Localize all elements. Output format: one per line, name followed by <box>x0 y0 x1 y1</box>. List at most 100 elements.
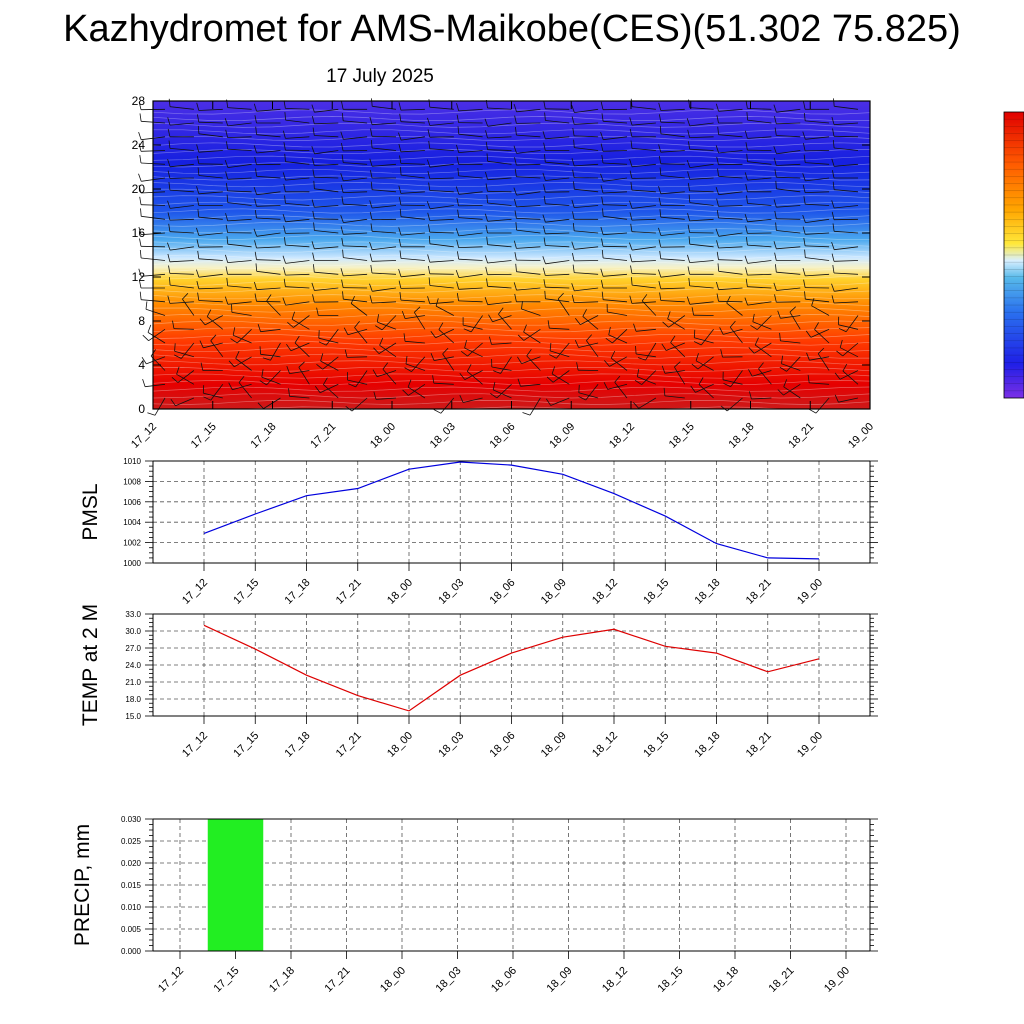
wind-barb-flag <box>630 182 633 191</box>
wind-barb-flag <box>399 208 402 217</box>
chart-title: Kazhydromet for AMS-Maikobe(CES)(51.302 … <box>63 8 961 50</box>
wind-barb-staff <box>440 397 455 414</box>
wind-barb-flag <box>746 237 748 246</box>
wind-barb-flag <box>316 363 323 370</box>
wind-barb-flag <box>282 130 286 139</box>
wind-barb-staff <box>411 356 426 372</box>
wind-barb-staff <box>376 370 397 378</box>
wind-barb-flag <box>168 265 171 274</box>
wind-barb-staff <box>400 121 425 124</box>
wind-barb-flag <box>658 197 662 206</box>
wind-barb-staff <box>752 321 772 330</box>
wind-barb-flag <box>572 222 575 231</box>
wind-barb-staff <box>198 108 223 111</box>
wind-barb-flag <box>379 337 384 346</box>
contour-line <box>152 142 871 148</box>
wind-barb-flag <box>629 253 633 262</box>
wind-barb-flag <box>716 115 719 124</box>
wind-barb-flag <box>834 372 841 380</box>
wind-barb-staff <box>754 344 772 358</box>
x-tick-label: 18_00 <box>385 730 415 760</box>
wind-barb-staff <box>660 232 685 236</box>
wind-barb-flag <box>514 293 517 302</box>
wind-barb-flag <box>695 353 699 361</box>
wind-barb-staff <box>670 342 686 358</box>
wind-barb-flag <box>811 298 815 306</box>
wind-barb-staff <box>842 370 859 385</box>
wind-barb-flag <box>225 182 228 191</box>
wind-barb-flag <box>631 277 633 286</box>
wind-barb-flag <box>456 103 460 112</box>
wind-barb-flag <box>457 126 460 135</box>
wind-barb-staff <box>805 245 830 248</box>
wind-barb-staff <box>574 188 599 193</box>
wind-barb-flag <box>145 301 148 310</box>
wind-barb-staff <box>516 271 541 275</box>
wind-barb-flag <box>311 282 315 291</box>
wind-barb-staff <box>169 301 194 304</box>
wind-barb-staff <box>603 273 628 277</box>
wind-barb-flag <box>514 252 517 261</box>
precip-y-axis-label: PRECIP, mm <box>71 824 94 946</box>
wind-barb-flag <box>341 143 344 151</box>
wind-barb-flag <box>831 253 835 262</box>
wind-barb-flag <box>311 157 315 166</box>
wind-barb-flag <box>544 154 546 163</box>
wind-barb-flag <box>831 241 835 250</box>
wind-barb-flag <box>172 320 175 329</box>
x-tick-label: 17_12 <box>156 965 186 995</box>
wind-barb-staff <box>371 135 397 138</box>
wind-barb-flag <box>196 239 200 248</box>
pmsl-series-line <box>203 461 820 560</box>
wind-barb-flag <box>224 118 229 127</box>
wind-barb-staff <box>689 122 714 127</box>
x-tick-label: 18_03 <box>436 730 466 760</box>
wind-barb-flag <box>282 213 286 222</box>
wind-barb-staff <box>516 150 541 154</box>
wind-barb-staff <box>549 327 570 330</box>
wind-barb-staff <box>487 285 512 289</box>
wind-barb-flag <box>266 294 272 302</box>
wind-barb-flag <box>225 254 229 263</box>
wind-barb-flag <box>600 101 604 110</box>
x-tick-label: 18_09 <box>539 730 569 760</box>
wind-barb-staff <box>177 370 195 383</box>
section-x-tick-label: 18_18 <box>727 421 757 451</box>
wind-barb-flag <box>138 185 142 194</box>
wind-barb-staff <box>689 107 714 110</box>
wind-barb-flag <box>691 363 699 370</box>
wind-barb-staff <box>758 368 772 385</box>
wind-barb-staff <box>578 342 599 348</box>
wind-barb-flag <box>167 212 171 221</box>
wind-barb-staff <box>776 230 801 234</box>
wind-barb-flag <box>557 292 564 300</box>
section-y-tick-label: 4 <box>138 358 145 372</box>
wind-barb-staff <box>429 243 454 248</box>
wind-barb-flag <box>283 225 286 234</box>
wind-barb-flag <box>168 140 171 149</box>
wind-barb-staff <box>314 230 339 234</box>
wind-barb-flag <box>832 265 835 274</box>
wind-barb-flag <box>744 213 748 222</box>
wind-barb-flag <box>521 301 523 310</box>
contour-line <box>152 155 871 161</box>
wind-barb-flag <box>831 116 835 125</box>
wind-barb-flag <box>716 293 719 302</box>
wind-barb-staff <box>227 107 252 110</box>
wind-barb-flag <box>574 340 579 348</box>
contour-line <box>152 281 871 287</box>
wind-barb-flag <box>225 266 228 275</box>
wind-barb-staff <box>607 383 628 390</box>
wind-barb-staff <box>458 175 483 179</box>
wind-barb-staff <box>556 342 570 359</box>
wind-barb-flag <box>543 184 546 193</box>
x-tick-label: 18_21 <box>744 577 774 607</box>
wind-barb-flag <box>167 158 171 167</box>
wind-barb-staff <box>198 175 223 179</box>
wind-barb-staff <box>545 273 570 276</box>
wind-barb-staff <box>545 298 570 303</box>
wind-barb-staff <box>783 383 801 396</box>
wind-barb-staff <box>458 273 483 278</box>
wind-barb-staff <box>270 342 281 361</box>
section-x-tick-label: 18_06 <box>488 421 518 451</box>
